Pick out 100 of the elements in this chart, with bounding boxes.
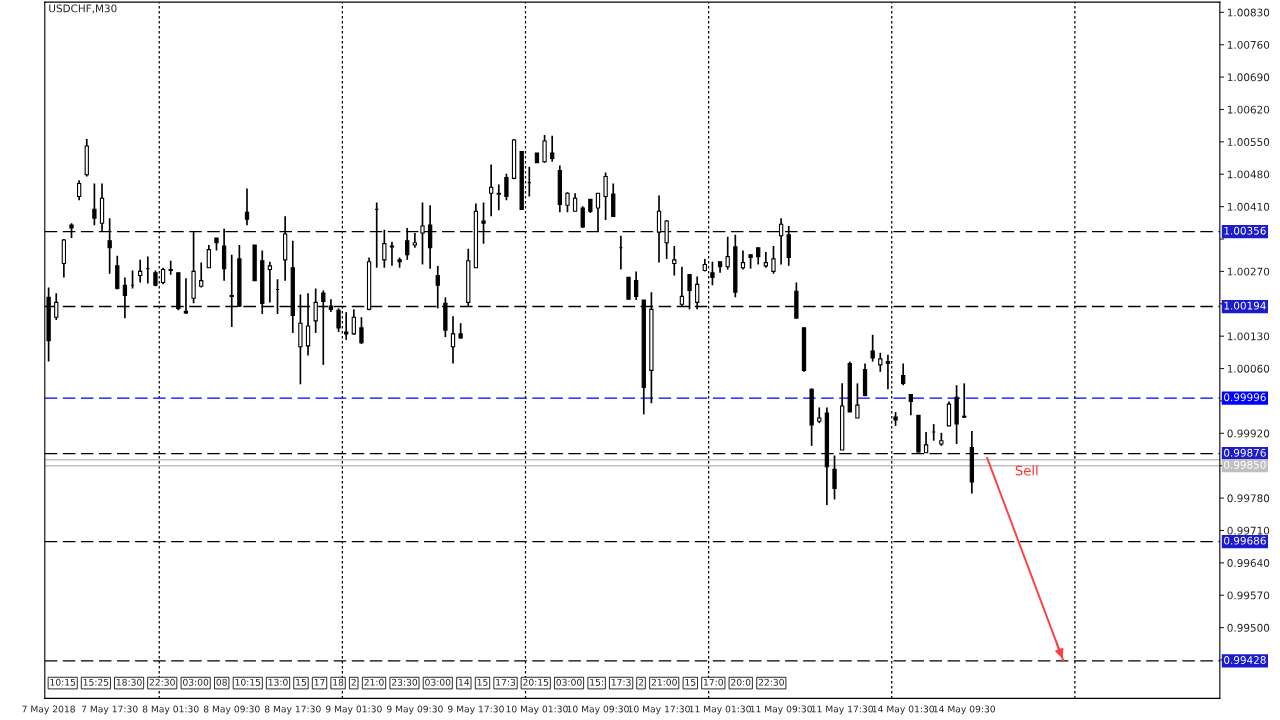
candlestick [572, 192, 578, 213]
y-tick-label: 1.00550 [1227, 138, 1270, 146]
annotation: 17:3 [496, 678, 516, 686]
y-tick-label: 0.99710 [1227, 526, 1270, 535]
x-tick-label: 14 May 01:30 [872, 705, 935, 715]
y-tick-label: 1.00830 [1227, 8, 1270, 17]
annotation: 21:00 [651, 678, 677, 686]
candlestick [382, 228, 387, 269]
annotation: 08 [216, 678, 227, 686]
annotation: 15:25 [83, 678, 109, 686]
candlestick [626, 276, 631, 300]
annotation: 20:0 [731, 678, 751, 686]
y-tick-label: 1.00130 [1227, 332, 1270, 341]
y-tick-label: 1.00690 [1227, 73, 1270, 82]
annotation: 03:00 [425, 678, 451, 686]
y-tick-label: 1.00410 [1227, 202, 1270, 211]
y-tick-label: 1.00060 [1227, 364, 1270, 373]
x-tick-label: 8 May 01:30 [142, 705, 199, 715]
candlestick [633, 270, 639, 301]
candlestick [725, 235, 730, 271]
annotation: 20:15 [523, 678, 549, 686]
y-tick-label: 0.99920 [1227, 429, 1270, 438]
annotation: 13:0 [268, 678, 288, 686]
annotation: Sell [1015, 465, 1038, 476]
x-tick-label: 11 May 09:30 [750, 705, 812, 715]
ref-line-label: 0.99876 [1224, 448, 1266, 457]
candlestick [61, 238, 67, 279]
annotation: 21:0 [364, 678, 384, 686]
candlestick [946, 400, 952, 427]
annotation: 17 [314, 678, 325, 686]
annotation: 18 [333, 678, 344, 686]
y-tick-label: 0.99640 [1227, 559, 1270, 567]
candlestick [138, 259, 143, 284]
candlestick [611, 182, 616, 218]
candlestick [878, 351, 883, 373]
candlestick [580, 205, 585, 229]
annotation: 17:3 [611, 678, 631, 686]
candlestick [550, 135, 555, 163]
chart-title: USDCHF,M30 [49, 4, 117, 14]
ref-line-label: 0.99686 [1224, 536, 1266, 545]
candlestick [672, 245, 677, 277]
candlestick [450, 315, 456, 365]
candlestick [740, 249, 746, 271]
candlestick [496, 183, 501, 212]
candlestick [542, 134, 547, 164]
candlestick [504, 172, 509, 201]
y-tick-label: 0.99500 [1227, 623, 1270, 632]
candlestick [901, 362, 906, 387]
y-tick-label: 1.00270 [1227, 267, 1270, 276]
candlestick [855, 382, 860, 419]
candlestick [489, 163, 494, 218]
x-tick-label: 7 May 2018 [22, 705, 75, 715]
candlestick [115, 254, 120, 291]
x-tick-label: 7 May 17:30 [81, 705, 138, 715]
annotation: 15 [477, 678, 488, 686]
candlestick [351, 308, 356, 336]
y-tick-label: 0.99780 [1227, 494, 1270, 503]
candlestick [771, 245, 776, 275]
annotation: 2 [638, 678, 644, 686]
annotation: 03:00 [556, 678, 582, 686]
ref-line-label: 0.99996 [1224, 393, 1266, 402]
candlestick [962, 382, 967, 419]
ref-line-label: 1.00194 [1224, 301, 1266, 310]
x-tick-label: 10 May 17:30 [628, 705, 690, 715]
annotation: 03:00 [183, 678, 209, 686]
annotation: 23:30 [391, 678, 418, 686]
candlestick [908, 393, 913, 417]
candlestick [389, 240, 395, 267]
candlestick [267, 260, 273, 304]
annotation: 15: [590, 678, 603, 686]
annotation: 14 [459, 678, 470, 686]
x-tick-label: 10 May 09:30 [567, 705, 629, 715]
x-tick-label: 8 May 09:30 [203, 705, 260, 715]
annotation: 17:0 [704, 678, 723, 686]
candlestick [832, 454, 837, 501]
annotation: 2 [351, 678, 356, 686]
annotation: 10:15 [50, 678, 76, 686]
candlestick [92, 182, 97, 226]
candlestick [206, 244, 212, 269]
x-tick-label: 9 May 09:30 [386, 705, 443, 715]
candlestick [870, 333, 875, 363]
y-tick-label: 1.00620 [1227, 105, 1270, 114]
annotation: 15 [296, 678, 307, 686]
candlestick [359, 316, 364, 345]
candlestick [565, 191, 570, 214]
y-tick-label: 1.00760 [1227, 40, 1270, 49]
x-tick-label: 11 May 01:30 [689, 705, 751, 715]
y-tick-label: 1.00480 [1227, 170, 1270, 179]
ref-line-label: 1.00356 [1224, 226, 1266, 235]
candlestick [923, 431, 929, 454]
annotation: 22:30 [149, 678, 175, 686]
x-tick-label: 9 May 01:30 [325, 705, 382, 715]
x-tick-label: 14 May 09:30 [933, 705, 996, 715]
annotation: 10:15 [235, 678, 261, 686]
candlestick [199, 261, 204, 289]
candlestick [244, 187, 250, 226]
y-tick-label: 0.99570 [1227, 591, 1270, 600]
x-tick-label: 10 May 01:30 [506, 705, 568, 715]
candlestick [76, 179, 82, 201]
ref-line-label: 0.99850 [1224, 460, 1266, 469]
